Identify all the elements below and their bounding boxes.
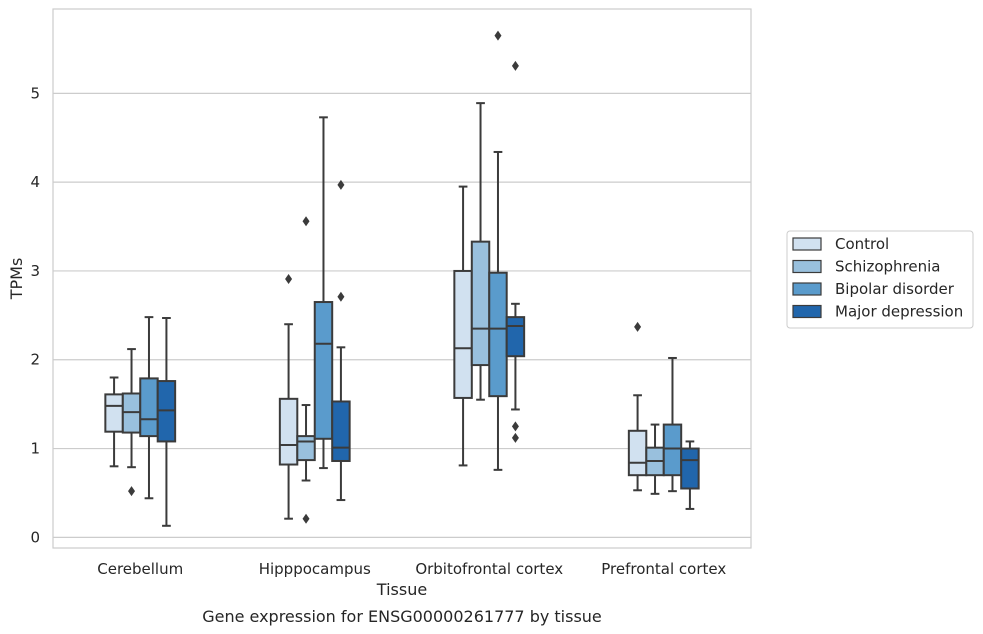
box-hipppocampus-schizophrenia <box>296 216 316 524</box>
box-prefrontal-cortex-control <box>627 321 648 492</box>
x-tick-label: Cerebellum <box>97 560 183 578</box>
outlier-point <box>302 513 310 524</box>
box-body <box>278 397 299 466</box>
box-body <box>104 393 124 433</box>
box-body <box>470 240 491 367</box>
y-axis-label: TPMs <box>7 258 26 301</box>
box-cerebellum-bipolar-disorder <box>139 316 159 500</box>
legend-label: Major depression <box>835 303 963 321</box>
outlier-point <box>634 321 642 332</box>
x-axis-label: Tissue <box>376 580 427 599</box>
legend-swatch <box>792 304 822 319</box>
y-tick-label: 1 <box>30 440 40 458</box>
box-body <box>453 269 473 399</box>
box-hipppocampus-bipolar-disorder <box>313 116 334 470</box>
outlier-point <box>285 273 293 284</box>
legend-swatch <box>792 259 822 274</box>
outlier-point <box>302 216 310 227</box>
legend-swatch <box>792 237 822 251</box>
box-body <box>331 400 351 462</box>
legend-swatch <box>792 282 822 296</box>
box-orbitofrontal-cortex-control <box>453 185 473 467</box>
outlier-point <box>494 30 502 41</box>
x-tick-label: Prefrontal cortex <box>601 560 726 578</box>
legend-label: Schizophrenia <box>835 258 940 276</box>
plot-frame <box>52 8 752 549</box>
legend-frame <box>786 230 974 329</box>
outlier-point <box>337 291 345 302</box>
chart-caption: Gene expression for ENSG00000261777 by t… <box>202 607 602 626</box>
box-body <box>505 316 526 358</box>
box-body <box>662 423 683 477</box>
y-tick-label: 5 <box>30 84 40 102</box>
box-body <box>627 429 648 477</box>
y-tick-label: 2 <box>30 351 40 369</box>
legend-label: Bipolar disorder <box>835 280 955 298</box>
box-prefrontal-cortex-major-depression <box>680 440 700 510</box>
box-hipppocampus-major-depression <box>331 179 351 502</box>
box-body <box>296 435 316 462</box>
box-orbitofrontal-cortex-schizophrenia <box>470 102 491 401</box>
box-cerebellum-major-depression <box>156 317 177 527</box>
box-body <box>313 301 334 440</box>
x-axis-ticks: Cerebellum Hipppocampus Orbitofrontal cort… <box>97 560 726 578</box>
x-tick-label: Hipppocampus <box>259 560 371 578</box>
outlier-point <box>337 179 345 190</box>
outlier-point <box>511 432 519 443</box>
box-body <box>139 377 159 438</box>
outlier-point <box>511 421 519 432</box>
box-series <box>104 30 700 527</box>
y-tick-label: 0 <box>30 528 40 546</box>
box-orbitofrontal-cortex-bipolar-disorder <box>488 30 508 471</box>
box-body <box>680 447 700 490</box>
box-cerebellum-control <box>104 376 124 468</box>
box-body <box>488 271 508 398</box>
y-tick-label: 3 <box>30 262 40 280</box>
box-hipppocampus-control <box>278 273 299 520</box>
y-axis-ticks: 0 1 2 3 4 5 <box>30 84 40 546</box>
x-tick-label: Orbitofrontal cortex <box>415 560 563 578</box>
outlier-point <box>128 486 136 497</box>
box-prefrontal-cortex-bipolar-disorder <box>662 356 683 493</box>
y-tick-label: 4 <box>30 173 40 191</box>
legend: Control Schizophrenia Bipolar disorder Majo… <box>786 230 974 329</box>
legend-label: Control <box>835 235 889 253</box>
box-orbitofrontal-cortex-major-depression <box>505 60 526 443</box>
y-gridlines <box>53 92 751 538</box>
outlier-point <box>511 60 519 71</box>
